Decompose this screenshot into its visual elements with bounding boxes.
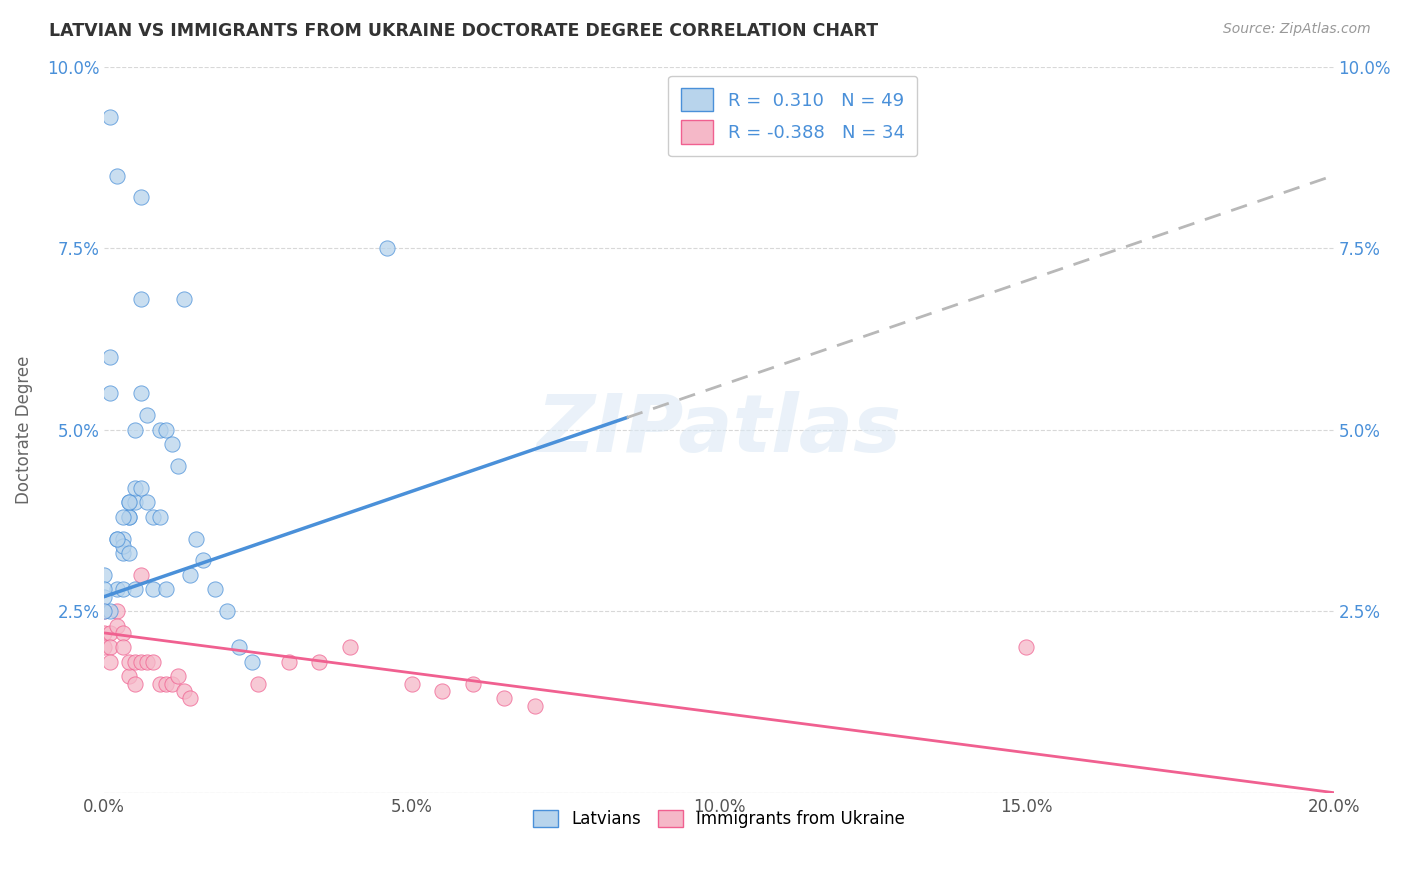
Point — [246, 677, 269, 691]
Point — [93, 604, 115, 618]
Point — [148, 677, 170, 691]
Point — [160, 437, 183, 451]
Point — [191, 553, 214, 567]
Point — [492, 691, 515, 706]
Point — [100, 640, 122, 655]
Point — [111, 626, 134, 640]
Point — [100, 350, 122, 364]
Point — [111, 539, 134, 553]
Point — [105, 604, 128, 618]
Point — [148, 423, 170, 437]
Text: ZIPatlas: ZIPatlas — [537, 391, 901, 468]
Point — [105, 618, 128, 632]
Point — [118, 655, 141, 669]
Point — [129, 190, 152, 204]
Point — [111, 509, 134, 524]
Point — [124, 582, 146, 597]
Point — [111, 582, 134, 597]
Point — [375, 241, 398, 255]
Point — [105, 169, 128, 183]
Point — [179, 691, 201, 706]
Point — [118, 495, 141, 509]
Point — [118, 509, 141, 524]
Point — [277, 655, 299, 669]
Point — [167, 669, 190, 683]
Point — [111, 532, 134, 546]
Text: LATVIAN VS IMMIGRANTS FROM UKRAINE DOCTORATE DEGREE CORRELATION CHART: LATVIAN VS IMMIGRANTS FROM UKRAINE DOCTO… — [49, 22, 879, 40]
Point — [136, 655, 159, 669]
Point — [217, 604, 239, 618]
Point — [136, 495, 159, 509]
Point — [142, 655, 165, 669]
Point — [155, 423, 177, 437]
Point — [129, 292, 152, 306]
Point — [118, 546, 141, 560]
Point — [523, 698, 546, 713]
Point — [100, 604, 122, 618]
Point — [118, 509, 141, 524]
Point — [142, 509, 165, 524]
Point — [173, 684, 195, 698]
Point — [93, 640, 115, 655]
Point — [228, 640, 250, 655]
Point — [100, 626, 122, 640]
Point — [129, 386, 152, 401]
Text: Source: ZipAtlas.com: Source: ZipAtlas.com — [1223, 22, 1371, 37]
Point — [136, 408, 159, 422]
Point — [124, 655, 146, 669]
Point — [100, 386, 122, 401]
Point — [124, 495, 146, 509]
Point — [240, 655, 263, 669]
Point — [129, 567, 152, 582]
Point — [142, 582, 165, 597]
Point — [118, 669, 141, 683]
Point — [124, 481, 146, 495]
Point — [401, 677, 423, 691]
Point — [1015, 640, 1038, 655]
Point — [432, 684, 454, 698]
Point — [105, 532, 128, 546]
Point — [93, 590, 115, 604]
Point — [111, 546, 134, 560]
Point — [124, 677, 146, 691]
Point — [100, 111, 122, 125]
Point — [167, 458, 190, 473]
Point — [186, 532, 208, 546]
Point — [308, 655, 330, 669]
Point — [100, 655, 122, 669]
Point — [118, 495, 141, 509]
Point — [155, 677, 177, 691]
Point — [105, 582, 128, 597]
Point — [124, 423, 146, 437]
Point — [148, 509, 170, 524]
Point — [204, 582, 226, 597]
Y-axis label: Doctorate Degree: Doctorate Degree — [15, 355, 32, 504]
Point — [160, 677, 183, 691]
Point — [129, 481, 152, 495]
Point — [93, 567, 115, 582]
Point — [155, 582, 177, 597]
Point — [173, 292, 195, 306]
Point — [105, 532, 128, 546]
Point — [129, 655, 152, 669]
Point — [93, 626, 115, 640]
Point — [93, 604, 115, 618]
Point — [339, 640, 361, 655]
Point — [93, 582, 115, 597]
Point — [461, 677, 484, 691]
Point — [111, 640, 134, 655]
Legend: Latvians, Immigrants from Ukraine: Latvians, Immigrants from Ukraine — [526, 804, 911, 835]
Point — [179, 567, 201, 582]
